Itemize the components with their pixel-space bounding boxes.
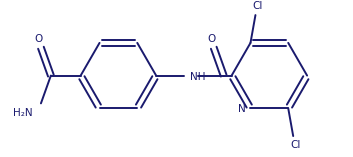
Text: Cl: Cl (290, 140, 300, 150)
Text: H₂N: H₂N (13, 108, 33, 118)
Text: N: N (238, 104, 246, 114)
Text: O: O (35, 34, 43, 44)
Text: O: O (208, 34, 216, 44)
Text: Cl: Cl (252, 1, 263, 11)
Text: NH: NH (190, 72, 205, 81)
